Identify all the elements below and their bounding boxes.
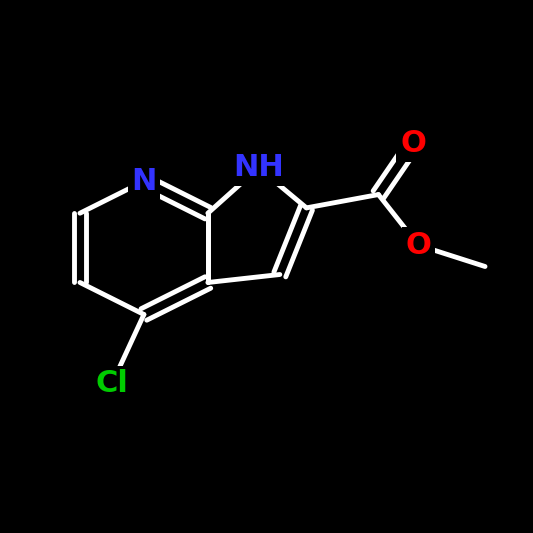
Text: NH: NH (233, 154, 284, 182)
Text: Cl: Cl (95, 369, 128, 398)
Text: O: O (406, 231, 431, 260)
Text: N: N (131, 167, 157, 196)
Text: O: O (400, 130, 426, 158)
